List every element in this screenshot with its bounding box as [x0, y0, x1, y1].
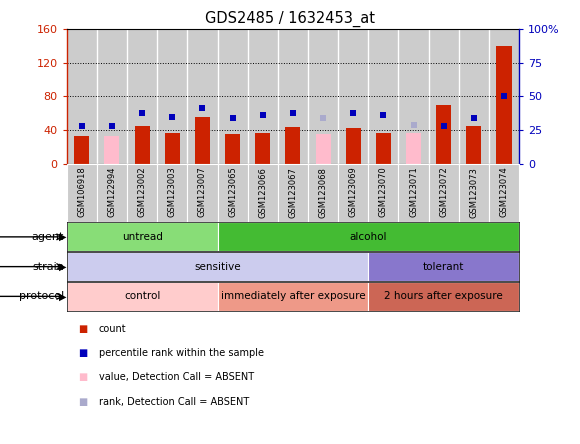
- Bar: [278, 29, 308, 164]
- Text: GSM123065: GSM123065: [228, 167, 237, 218]
- Bar: [187, 164, 218, 222]
- Bar: [97, 29, 127, 164]
- Text: GSM123073: GSM123073: [469, 167, 478, 218]
- Text: value, Detection Call = ABSENT: value, Detection Call = ABSENT: [99, 373, 253, 382]
- Text: GSM123003: GSM123003: [168, 167, 177, 218]
- Bar: [376, 133, 391, 164]
- Text: control: control: [124, 291, 160, 301]
- Bar: [308, 29, 338, 164]
- Text: tolerant: tolerant: [423, 262, 465, 272]
- Bar: [165, 133, 180, 164]
- Bar: [67, 164, 97, 222]
- Bar: [466, 126, 481, 164]
- Bar: [218, 164, 248, 222]
- Text: ▶: ▶: [59, 262, 67, 272]
- Bar: [248, 164, 278, 222]
- Bar: [218, 29, 248, 164]
- Bar: [368, 282, 519, 311]
- Bar: [489, 164, 519, 222]
- Text: GSM123066: GSM123066: [258, 167, 267, 218]
- Text: ■: ■: [78, 397, 88, 407]
- Text: rank, Detection Call = ABSENT: rank, Detection Call = ABSENT: [99, 397, 249, 407]
- Text: protocol: protocol: [19, 291, 64, 301]
- Bar: [225, 134, 240, 164]
- Text: ■: ■: [78, 373, 88, 382]
- Text: alcohol: alcohol: [350, 232, 387, 242]
- Bar: [398, 29, 429, 164]
- Bar: [398, 164, 429, 222]
- Bar: [316, 134, 331, 164]
- Bar: [346, 127, 361, 164]
- Bar: [187, 29, 218, 164]
- Bar: [278, 164, 308, 222]
- Bar: [255, 133, 270, 164]
- Bar: [429, 164, 459, 222]
- Text: sensitive: sensitive: [194, 262, 241, 272]
- Bar: [218, 282, 368, 311]
- Text: immediately after exposure: immediately after exposure: [220, 291, 365, 301]
- Bar: [135, 126, 150, 164]
- Text: GSM122994: GSM122994: [107, 167, 117, 217]
- Text: GSM123074: GSM123074: [499, 167, 509, 218]
- Bar: [157, 29, 187, 164]
- Text: GSM123071: GSM123071: [409, 167, 418, 218]
- Bar: [67, 282, 218, 311]
- Bar: [74, 136, 89, 164]
- Text: strain: strain: [32, 262, 64, 272]
- Bar: [97, 164, 127, 222]
- Text: percentile rank within the sample: percentile rank within the sample: [99, 348, 263, 358]
- Bar: [459, 164, 489, 222]
- Bar: [195, 117, 210, 164]
- Bar: [67, 29, 97, 164]
- Text: GSM106918: GSM106918: [77, 167, 86, 218]
- Text: ■: ■: [78, 348, 88, 358]
- Text: agent: agent: [31, 232, 64, 242]
- Bar: [67, 252, 368, 281]
- Bar: [406, 133, 421, 164]
- Bar: [104, 136, 119, 164]
- Text: GSM123070: GSM123070: [379, 167, 388, 218]
- Bar: [218, 222, 519, 251]
- Text: GDS2485 / 1632453_at: GDS2485 / 1632453_at: [205, 11, 375, 27]
- Bar: [429, 29, 459, 164]
- Bar: [436, 105, 451, 164]
- Text: GSM123067: GSM123067: [288, 167, 298, 218]
- Bar: [285, 127, 300, 164]
- Text: 2 hours after exposure: 2 hours after exposure: [385, 291, 503, 301]
- Text: GSM123072: GSM123072: [439, 167, 448, 218]
- Bar: [496, 46, 512, 164]
- Text: ▶: ▶: [59, 232, 67, 242]
- Text: count: count: [99, 324, 126, 333]
- Bar: [127, 29, 157, 164]
- Bar: [368, 164, 398, 222]
- Bar: [308, 164, 338, 222]
- Bar: [338, 164, 368, 222]
- Text: GSM123007: GSM123007: [198, 167, 207, 218]
- Bar: [67, 222, 218, 251]
- Bar: [127, 164, 157, 222]
- Bar: [368, 29, 398, 164]
- Text: untread: untread: [122, 232, 162, 242]
- Bar: [459, 29, 489, 164]
- Bar: [248, 29, 278, 164]
- Bar: [489, 29, 519, 164]
- Bar: [368, 252, 519, 281]
- Text: GSM123068: GSM123068: [318, 167, 328, 218]
- Text: ▶: ▶: [59, 291, 67, 301]
- Text: GSM123002: GSM123002: [137, 167, 147, 218]
- Text: GSM123069: GSM123069: [349, 167, 358, 218]
- Text: ■: ■: [78, 324, 88, 333]
- Bar: [157, 164, 187, 222]
- Bar: [338, 29, 368, 164]
